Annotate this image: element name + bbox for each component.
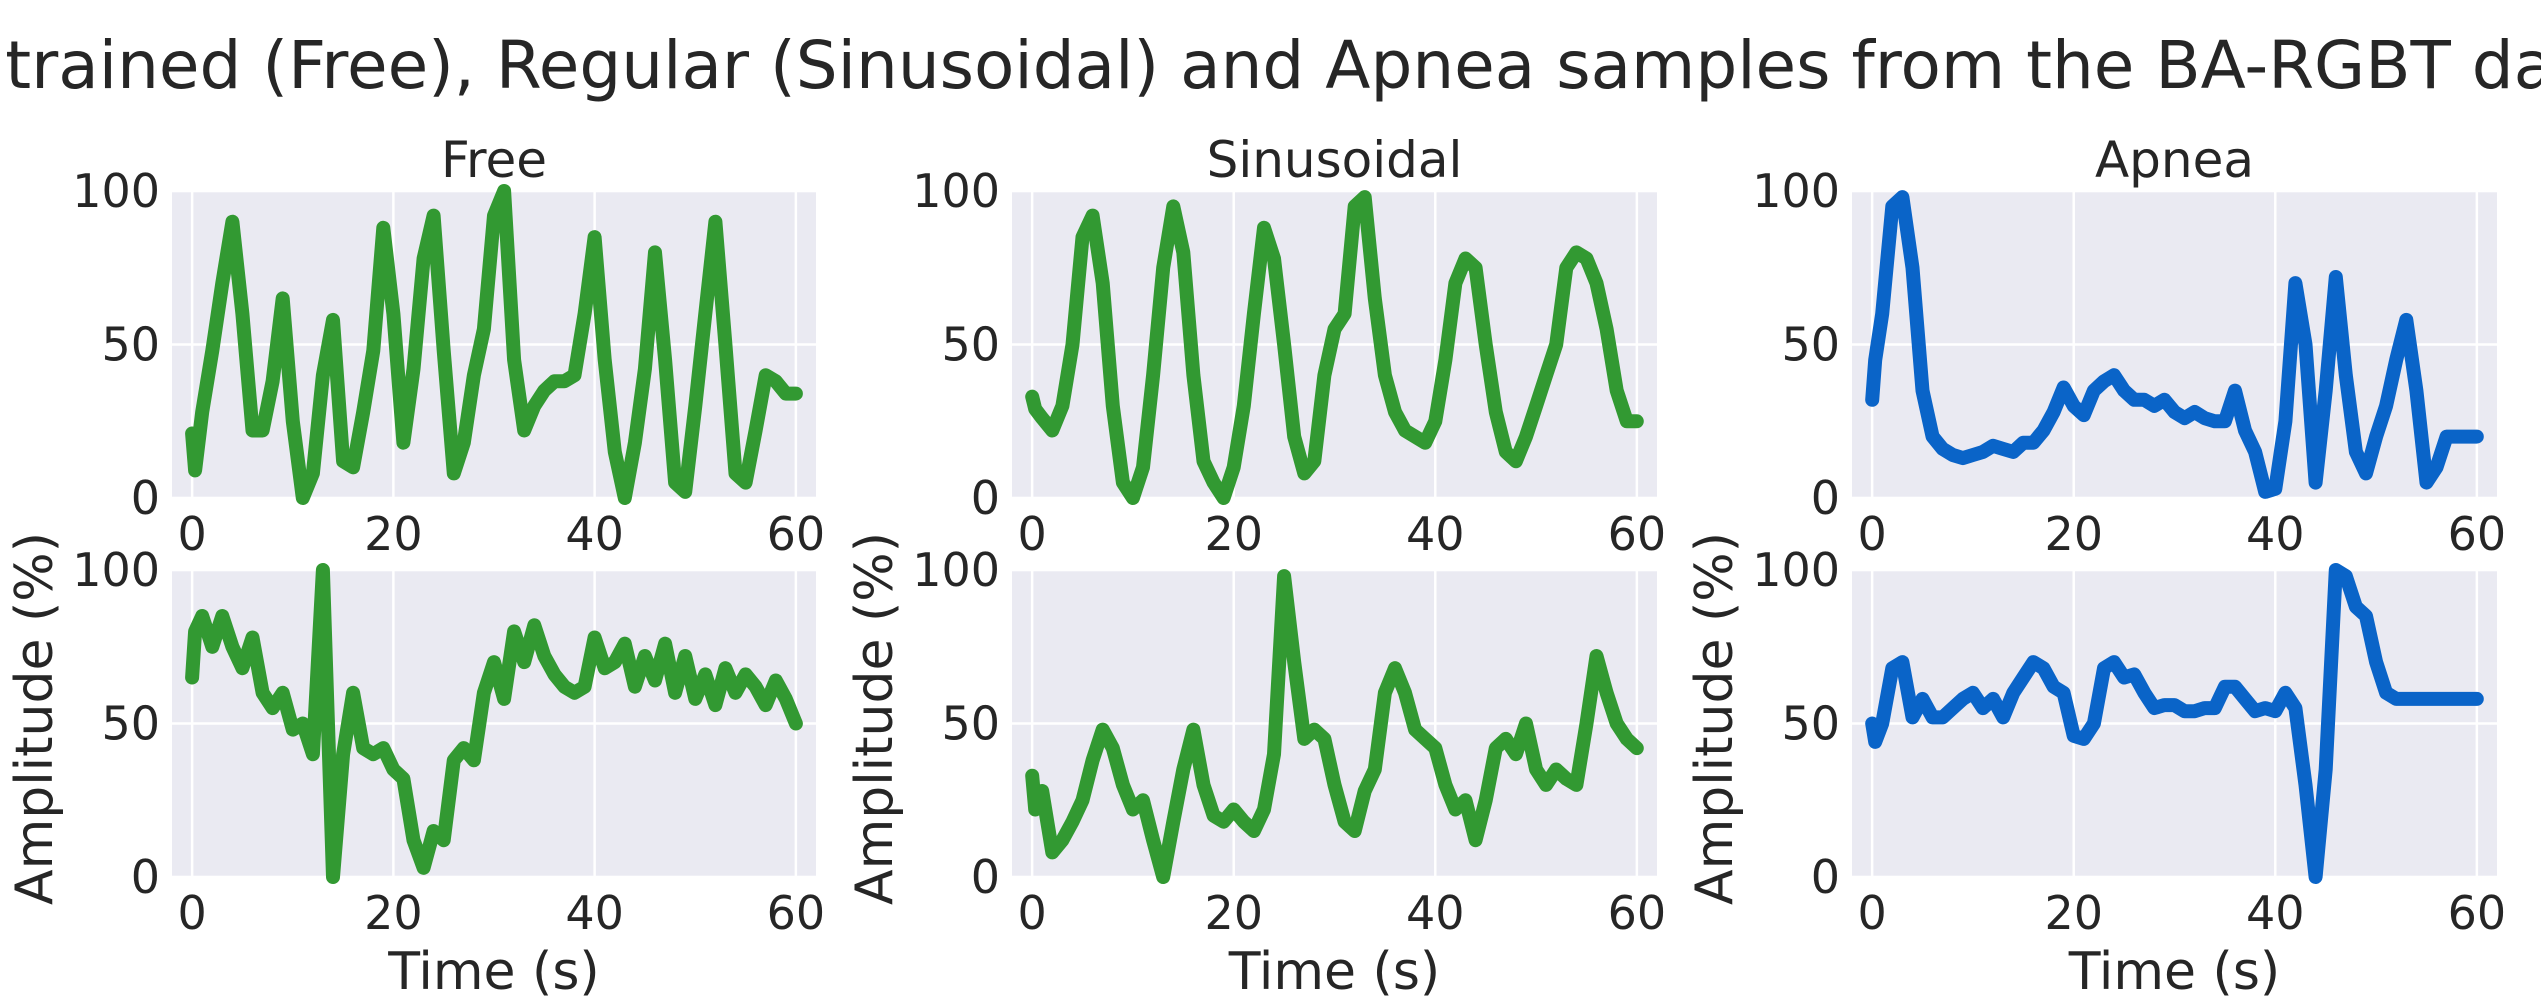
x-tick-label: 20	[364, 886, 423, 940]
panels: 0 20 40 60 0 50 100 Free 0 20 40 60 0 50 100 Sinusoidal…	[5, 131, 2506, 999]
x-tick-label: 20	[1204, 507, 1263, 561]
x-tick-label: 0	[1018, 886, 1047, 940]
y-tick-label: 0	[131, 850, 160, 904]
series-line	[185, 184, 803, 505]
y-tick-label: 50	[101, 697, 160, 751]
x-tick-label: 40	[565, 886, 624, 940]
y-axis-label: Amplitude (%)	[845, 532, 905, 905]
y-axis-label: Amplitude (%)	[5, 532, 65, 905]
x-tick-label: 20	[1204, 886, 1263, 940]
y-tick-label: 50	[101, 318, 160, 372]
x-tick-label: 40	[565, 507, 624, 561]
y-tick-label: 50	[1781, 697, 1840, 751]
panel-title: Apnea	[2095, 131, 2254, 189]
y-tick-label: 50	[941, 318, 1000, 372]
series-line	[1025, 190, 1644, 505]
y-tick-label: 0	[131, 471, 160, 525]
y-tick-label: 50	[941, 697, 1000, 751]
x-tick-label: 60	[1608, 886, 1667, 940]
series-line	[1865, 563, 2484, 884]
x-tick-label: 60	[2448, 507, 2507, 561]
x-tick-label: 60	[767, 886, 826, 940]
series-line	[185, 563, 803, 884]
x-axis-label: Time (s)	[1228, 942, 1440, 999]
panel-4: 0 20 40 60 0 50 100 Time (s) Amplitude (%)	[5, 532, 825, 999]
panel-6: 0 20 40 60 0 50 100 Time (s) Amplitude (%)	[1685, 532, 2506, 999]
figure-title: Unscontrained (Free), Regular (Sinusoida…	[0, 27, 2541, 104]
x-tick-label: 20	[2044, 507, 2103, 561]
x-tick-label: 60	[1608, 507, 1667, 561]
x-tick-label: 0	[1858, 886, 1887, 940]
y-tick-label: 100	[912, 543, 1000, 597]
x-tick-label: 0	[1018, 507, 1047, 561]
y-tick-label: 100	[1752, 164, 1840, 218]
y-tick-label: 0	[971, 850, 1000, 904]
x-tick-label: 40	[2246, 507, 2305, 561]
panel-3: 0 20 40 60 0 50 100 Apnea	[1752, 131, 2506, 561]
series-line	[1025, 569, 1644, 884]
x-tick-label: 60	[767, 507, 826, 561]
y-tick-label: 0	[971, 471, 1000, 525]
y-tick-label: 100	[912, 164, 1000, 218]
panel-title: Sinusoidal	[1207, 131, 1463, 189]
y-tick-label: 50	[1781, 318, 1840, 372]
x-tick-label: 0	[1858, 507, 1887, 561]
x-tick-label: 20	[364, 507, 423, 561]
y-tick-label: 0	[1811, 471, 1840, 525]
x-tick-label: 60	[2448, 886, 2507, 940]
x-tick-label: 40	[1406, 886, 1465, 940]
panel-2: 0 20 40 60 0 50 100 Sinusoidal	[912, 131, 1666, 561]
y-tick-label: 100	[72, 543, 160, 597]
x-tick-label: 0	[177, 507, 206, 561]
x-tick-label: 40	[1406, 507, 1465, 561]
x-tick-label: 20	[2044, 886, 2103, 940]
panel-1: 0 20 40 60 0 50 100 Free	[72, 131, 825, 561]
y-tick-label: 100	[1752, 543, 1840, 597]
x-axis-label: Time (s)	[2068, 942, 2280, 999]
x-tick-label: 0	[177, 886, 206, 940]
x-axis-label: Time (s)	[387, 942, 599, 999]
y-tick-label: 100	[72, 164, 160, 218]
panel-title: Free	[441, 131, 547, 189]
series-line	[1865, 190, 2484, 499]
panel-5: 0 20 40 60 0 50 100 Time (s) Amplitude (%)	[845, 532, 1666, 999]
y-axis-label: Amplitude (%)	[1685, 532, 1745, 905]
y-tick-label: 0	[1811, 850, 1840, 904]
x-tick-label: 40	[2246, 886, 2305, 940]
